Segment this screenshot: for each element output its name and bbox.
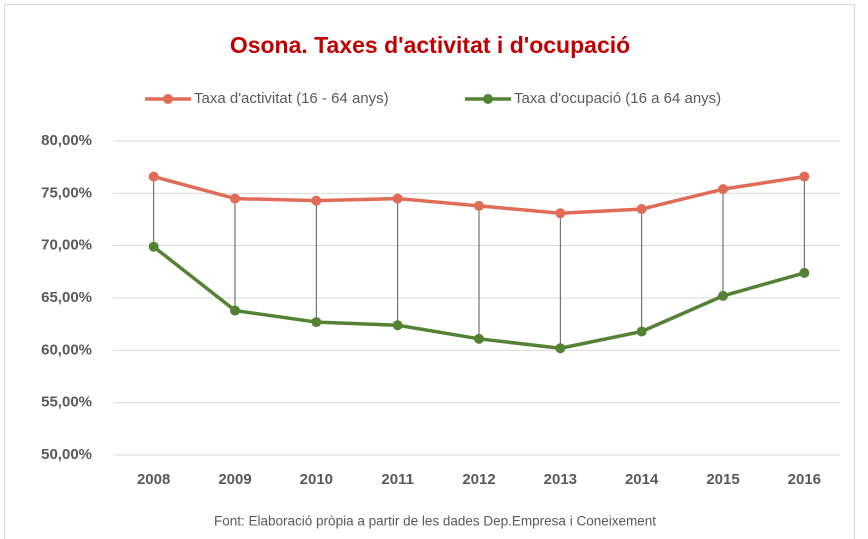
x-tick-label: 2014 (625, 471, 659, 488)
y-tick-label: 80,00% (41, 132, 92, 149)
y-tick-label: 75,00% (41, 184, 92, 201)
point (392, 320, 403, 331)
x-tick-label: 2012 (462, 471, 495, 488)
x-tick-label: 2010 (300, 471, 333, 488)
x-tick-label: 2015 (706, 471, 739, 488)
y-tick-label: 60,00% (41, 341, 92, 358)
point (392, 193, 403, 204)
point (230, 305, 240, 316)
chart-frame (4, 4, 855, 539)
point (718, 290, 728, 301)
legend-label: Taxa d'ocupació (16 a 64 anys) (514, 90, 721, 107)
x-tick-label: 2011 (381, 471, 414, 488)
point (799, 171, 810, 182)
y-tick-label: 70,00% (41, 237, 92, 254)
legend-marker (483, 94, 493, 104)
legend-label: Taxa d'activitat (16 - 64 anys) (194, 90, 389, 107)
point (311, 195, 322, 206)
y-tick-label: 65,00% (41, 289, 92, 306)
x-tick-label: 2016 (788, 471, 821, 488)
point (799, 267, 810, 278)
chart-title: Osona. Taxes d'activitat i d'ocupació (230, 32, 630, 58)
x-tick-label: 2008 (137, 471, 170, 488)
y-tick-label: 50,00% (41, 446, 92, 463)
point (636, 326, 647, 337)
point (474, 333, 484, 344)
point (311, 317, 322, 328)
x-tick-label: 2009 (218, 471, 251, 488)
source-note: Font: Elaboració pròpia a partir de les … (214, 514, 656, 529)
point (230, 193, 240, 204)
point (555, 343, 566, 354)
legend-marker (163, 94, 173, 104)
point (636, 204, 647, 215)
x-tick-label: 2013 (544, 471, 577, 488)
point (555, 208, 566, 219)
point (148, 171, 159, 182)
point (148, 241, 159, 252)
point (474, 200, 484, 211)
y-tick-label: 55,00% (41, 394, 92, 411)
point (718, 184, 728, 195)
